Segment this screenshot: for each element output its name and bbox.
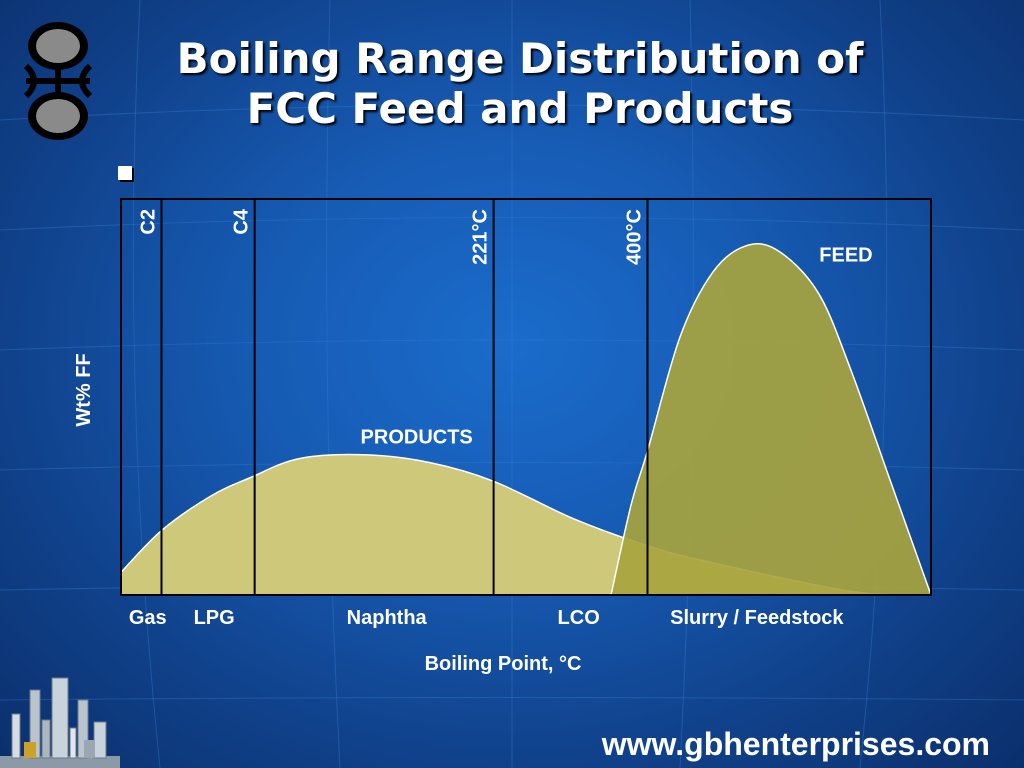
fraction-label-4: LCO (558, 607, 600, 629)
fraction-label-2: LPG (194, 607, 235, 629)
plot-frame (120, 198, 932, 596)
cut-label-1: C2 (138, 209, 160, 235)
y-axis-label: Wt% FF (73, 353, 95, 426)
title-line-2: FCC Feed and Products (246, 84, 794, 133)
website-url: www.gbhenterprises.com (601, 726, 990, 762)
cut-label-2: C4 (231, 208, 253, 234)
company-logo-icon (23, 22, 93, 140)
refinery-illustration-icon (0, 677, 120, 768)
x-axis-label: Boiling Point, °C (425, 653, 582, 675)
cut-label-4: 400°C (624, 209, 646, 265)
bullet-icon (118, 166, 132, 180)
slide-title: Boiling Range Distribution of FCC Feed a… (120, 34, 920, 134)
series-label-feed: FEED (819, 244, 872, 266)
fraction-label-1: Gas (129, 607, 167, 629)
title-line-1: Boiling Range Distribution of (176, 34, 864, 83)
series-label-products: PRODUCTS (361, 426, 473, 448)
fraction-label-3: Naphtha (347, 607, 428, 629)
fraction-label-5: Slurry / Feedstock (670, 607, 844, 629)
cut-label-3: 221°C (470, 209, 492, 265)
series-area-feed (610, 243, 933, 596)
